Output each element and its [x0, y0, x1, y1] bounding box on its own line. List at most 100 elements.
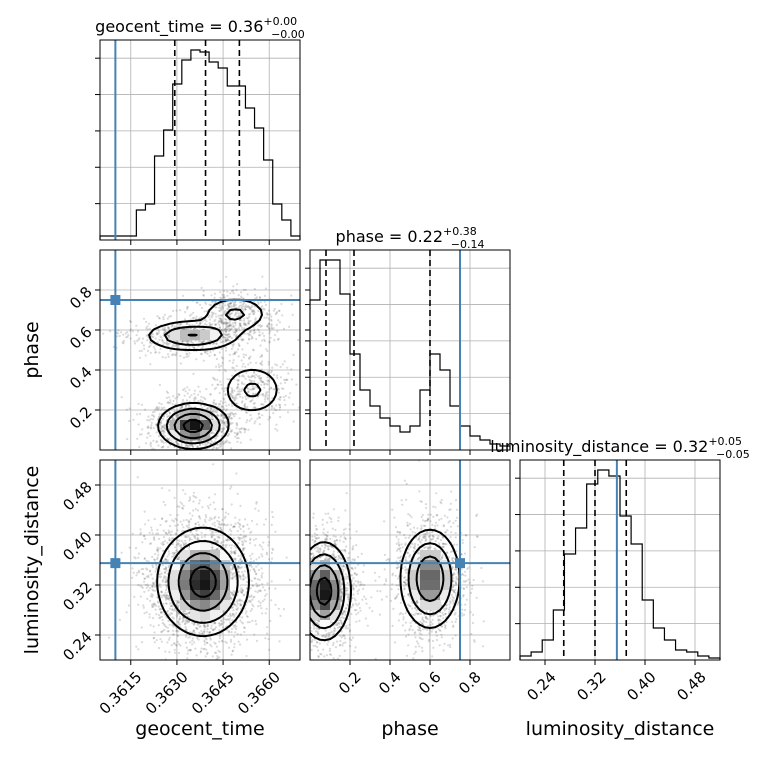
sample-point: [237, 393, 240, 396]
sample-point: [139, 531, 143, 534]
sample-point: [146, 339, 149, 342]
sample-point: [285, 378, 288, 381]
sample-point: [227, 333, 230, 336]
sample-point: [238, 538, 241, 541]
density-bin: [200, 330, 211, 341]
sample-point: [237, 521, 240, 524]
sample-point: [234, 516, 237, 519]
sample-point: [148, 613, 151, 616]
sample-point: [187, 524, 191, 527]
sample-point: [141, 572, 144, 575]
sample-point: [185, 404, 188, 407]
sample-point: [200, 404, 203, 407]
sample-point: [230, 591, 233, 594]
sample-point: [171, 417, 174, 420]
sample-point: [198, 671, 200, 673]
sample-point: [225, 339, 228, 343]
sample-point: [283, 399, 286, 402]
sample-point: [191, 445, 194, 448]
sample-point: [223, 427, 226, 430]
sample-point: [172, 633, 175, 636]
sample-point: [266, 376, 269, 379]
sample-point: [165, 584, 168, 587]
sample-point: [155, 431, 158, 434]
sample-point: [219, 442, 222, 445]
sample-point: [270, 318, 273, 321]
sample-point: [167, 401, 170, 404]
sample-point: [241, 396, 244, 399]
sample-point: [226, 326, 229, 329]
sample-point: [180, 405, 183, 408]
sample-point: [154, 450, 156, 452]
sample-point: [222, 420, 225, 423]
sample-point: [150, 342, 153, 345]
sample-point: [245, 421, 248, 424]
sample-point: [140, 641, 144, 644]
sample-point: [138, 445, 141, 449]
sample-point: [160, 440, 163, 443]
sample-point: [193, 455, 195, 457]
sample-point: [162, 432, 165, 435]
sample-point: [225, 422, 228, 425]
sample-point: [261, 380, 264, 384]
sample-point: [268, 332, 271, 335]
sample-point: [261, 600, 264, 603]
sample-point: [215, 645, 218, 648]
sample-point: [161, 426, 164, 429]
sample-point: [234, 324, 237, 327]
sample-point: [261, 583, 264, 586]
sample-point: [215, 386, 218, 389]
sample-point: [258, 296, 261, 299]
sample-point: [206, 442, 209, 445]
sample-point: [209, 442, 212, 445]
sample-point: [244, 377, 247, 380]
sample-point: [163, 434, 166, 437]
sample-point: [162, 329, 165, 332]
sample-point: [170, 457, 172, 459]
sample-point: [234, 435, 237, 438]
sample-point: [157, 332, 160, 335]
sample-point: [238, 666, 240, 668]
sample-point: [284, 403, 287, 406]
sample-point: [222, 329, 225, 332]
sample-point: [263, 382, 266, 385]
sample-point: [261, 612, 264, 615]
sample-point: [187, 340, 190, 343]
sample-point: [225, 322, 228, 325]
sample-point: [234, 331, 237, 334]
sample-point: [183, 394, 186, 397]
sample-point: [262, 380, 265, 383]
sample-point: [248, 306, 251, 309]
sample-point: [204, 301, 207, 304]
sample-point: [243, 404, 246, 407]
sample-point: [161, 618, 164, 622]
sample-point: [249, 319, 252, 323]
sample-point: [165, 602, 168, 605]
sample-point: [149, 341, 152, 344]
sample-point: [157, 316, 161, 319]
sample-point: [166, 662, 168, 664]
sample-point: [198, 625, 201, 628]
sample-point: [292, 353, 295, 356]
sample-point: [217, 446, 220, 450]
sample-point: [147, 425, 150, 428]
sample-point: [147, 431, 150, 434]
sample-point: [231, 574, 234, 577]
sample-point: [218, 443, 221, 446]
sample-point: [233, 613, 236, 616]
sample-point: [255, 558, 258, 561]
sample-point: [271, 510, 274, 514]
sample-point: [178, 643, 181, 646]
sample-point: [212, 376, 215, 379]
sample-point: [149, 594, 152, 598]
sample-point: [158, 617, 161, 620]
sample-point: [251, 374, 254, 377]
sample-point: [241, 308, 244, 311]
sample-point: [262, 394, 265, 397]
sample-point: [234, 328, 238, 331]
sample-point: [226, 328, 229, 331]
sample-point: [172, 395, 175, 398]
sample-point: [191, 341, 195, 344]
sample-point: [188, 439, 191, 442]
sample-point: [156, 341, 159, 344]
